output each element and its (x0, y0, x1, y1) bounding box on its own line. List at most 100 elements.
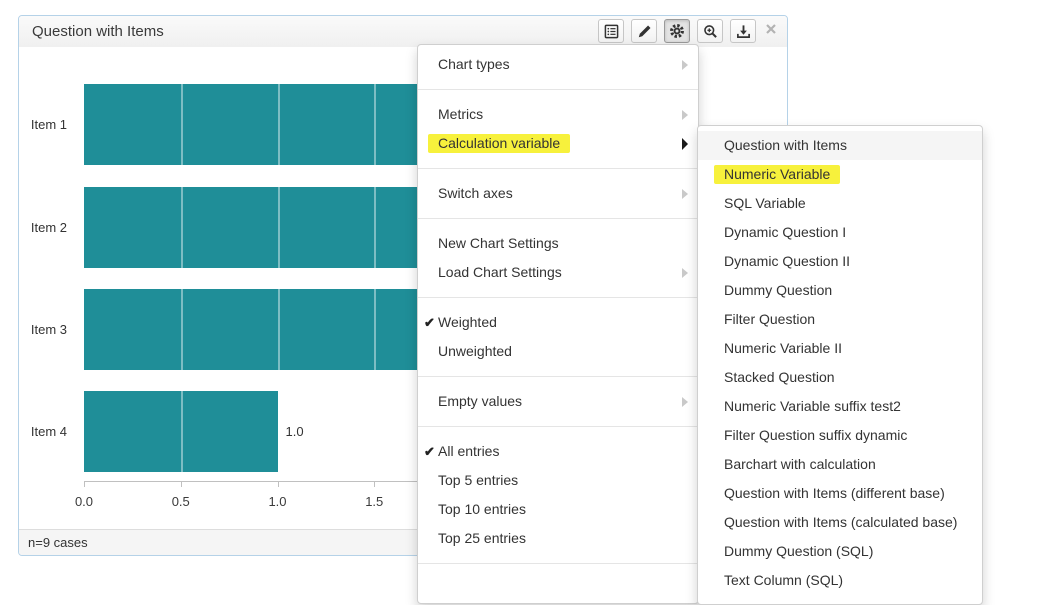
menu-item-question-with-items[interactable]: Question with Items (698, 131, 982, 160)
category-label: Item 1 (30, 117, 67, 132)
x-tick-label: 0.5 (171, 494, 190, 509)
menu-item-label: SQL Variable (724, 195, 806, 211)
menu-item-empty-values[interactable]: Empty values (418, 387, 698, 416)
menu-separator (418, 168, 698, 169)
value-label: 1.0 (285, 424, 304, 439)
menu-item-label: Unweighted (438, 343, 512, 359)
category-label: Item 2 (30, 220, 67, 235)
category-label: Item 4 (30, 424, 67, 439)
menu-item-label: Barchart with calculation (724, 456, 876, 472)
menu-item-label: Empty values (438, 393, 523, 409)
menu-item-label: Text Column (SQL) (724, 572, 844, 588)
menu-item-unweighted[interactable]: Unweighted (418, 337, 698, 366)
gear-icon (669, 23, 685, 39)
x-tick-label: 1.0 (268, 494, 287, 509)
settings-menu: Chart types Metrics Calculation variable Sw… (417, 44, 699, 604)
menu-separator (418, 563, 698, 564)
menu-item-question-with-items-calculated-base[interactable]: Question with Items (calculated base) (698, 508, 982, 537)
base-cases-label: n=9 cases (28, 535, 88, 550)
menu-item-top-10-entries[interactable]: Top 10 entries (418, 495, 698, 524)
menu-item-switch-axes[interactable]: Switch axes (418, 179, 698, 208)
menu-item-barchart-with-calculation[interactable]: Barchart with calculation (698, 450, 982, 479)
x-tick-mark (180, 481, 182, 487)
x-axis (84, 481, 684, 482)
menu-item-dynamic-question-ii[interactable]: Dynamic Question II (698, 247, 982, 276)
bar-item-3[interactable] (84, 289, 471, 370)
x-tick-mark (374, 481, 376, 487)
menu-item-sql-variable[interactable]: SQL Variable (698, 189, 982, 218)
gridline (180, 289, 183, 370)
menu-item-label: Question with Items (724, 137, 847, 153)
bar-item-2[interactable] (84, 187, 471, 268)
zoom-button[interactable] (697, 19, 723, 43)
submenu-arrow-icon (682, 59, 688, 70)
bar-item-1[interactable] (84, 84, 471, 165)
menu-item-label: All entries (438, 443, 500, 459)
menu-item-top-25-entries[interactable]: Top 25 entries (418, 524, 698, 553)
menu-separator (418, 89, 698, 90)
bar-item-4[interactable] (84, 391, 278, 472)
menu-item-label: Stacked Question (724, 369, 835, 385)
submenu-arrow-icon (682, 109, 688, 120)
menu-separator (418, 426, 698, 427)
menu-item-stacked-question[interactable]: Stacked Question (698, 363, 982, 392)
panel-title: Question with Items (32, 23, 164, 40)
legend-button[interactable] (598, 19, 624, 43)
menu-item-weighted[interactable]: ✔ Weighted (418, 308, 698, 337)
download-icon (736, 24, 751, 39)
close-button[interactable] (763, 23, 779, 39)
gridline (374, 289, 377, 370)
menu-item-label: Top 10 entries (438, 501, 526, 517)
menu-item-calculation-variable[interactable]: Calculation variable (418, 129, 698, 158)
menu-item-label: Top 5 entries (438, 472, 519, 488)
menu-item-label: Top 25 entries (438, 530, 526, 546)
gridline (277, 289, 280, 370)
menu-item-metrics[interactable]: Metrics (418, 100, 698, 129)
menu-item-label: Weighted (438, 314, 497, 330)
gridline (277, 84, 280, 165)
pencil-icon (637, 24, 652, 39)
menu-item-chart-types[interactable]: Chart types (418, 50, 698, 79)
menu-item-load-chart-settings[interactable]: Load Chart Settings (418, 258, 698, 287)
menu-item-question-with-items-different-base[interactable]: Question with Items (different base) (698, 479, 982, 508)
menu-item-numeric-variable[interactable]: Numeric Variable (698, 160, 982, 189)
gridline (374, 84, 377, 165)
x-tick-label: 1.5 (365, 494, 384, 509)
menu-item-label: Filter Question suffix dynamic (724, 427, 908, 443)
settings-button[interactable] (664, 19, 690, 43)
submenu-arrow-icon (682, 267, 688, 278)
x-tick-mark (277, 481, 279, 487)
menu-item-dynamic-question-i[interactable]: Dynamic Question I (698, 218, 982, 247)
menu-separator (418, 218, 698, 219)
menu-item-filter-question-suffix-dynamic[interactable]: Filter Question suffix dynamic (698, 421, 982, 450)
gridline (180, 187, 183, 268)
gridline (277, 187, 280, 268)
submenu-arrow-icon (682, 137, 688, 150)
menu-item-label: Load Chart Settings (438, 264, 562, 280)
menu-item-label: Question with Items (calculated base) (724, 514, 958, 530)
x-tick-label: 0.0 (74, 494, 94, 509)
menu-item-label: Dummy Question (724, 282, 833, 298)
menu-item-label: Switch axes (438, 185, 513, 201)
menu-item-dummy-question-sql[interactable]: Dummy Question (SQL) (698, 537, 982, 566)
menu-item-label: Chart types (438, 56, 510, 72)
menu-item-filter-question[interactable]: Filter Question (698, 305, 982, 334)
menu-item-dummy-question[interactable]: Dummy Question (698, 276, 982, 305)
download-button[interactable] (730, 19, 756, 43)
menu-item-numeric-variable-ii[interactable]: Numeric Variable II (698, 334, 982, 363)
menu-item-label: New Chart Settings (438, 235, 559, 251)
menu-item-top-5-entries[interactable]: Top 5 entries (418, 466, 698, 495)
magnifier-plus-icon (703, 24, 718, 39)
edit-button[interactable] (631, 19, 657, 43)
menu-item-label: Numeric Variable II (724, 340, 843, 356)
list-icon (604, 24, 619, 39)
menu-separator (418, 297, 698, 298)
menu-item-new-chart-settings[interactable]: New Chart Settings (418, 229, 698, 258)
panel-header: Question with Items (19, 16, 787, 48)
menu-item-all-entries[interactable]: ✔ All entries (418, 437, 698, 466)
gridline (180, 84, 183, 165)
menu-item-label: Dynamic Question II (724, 253, 851, 269)
menu-item-text-column-sql[interactable]: Text Column (SQL) (698, 566, 982, 595)
x-tick-mark (84, 481, 85, 487)
menu-item-numeric-variable-suffix-test2[interactable]: Numeric Variable suffix test2 (698, 392, 982, 421)
